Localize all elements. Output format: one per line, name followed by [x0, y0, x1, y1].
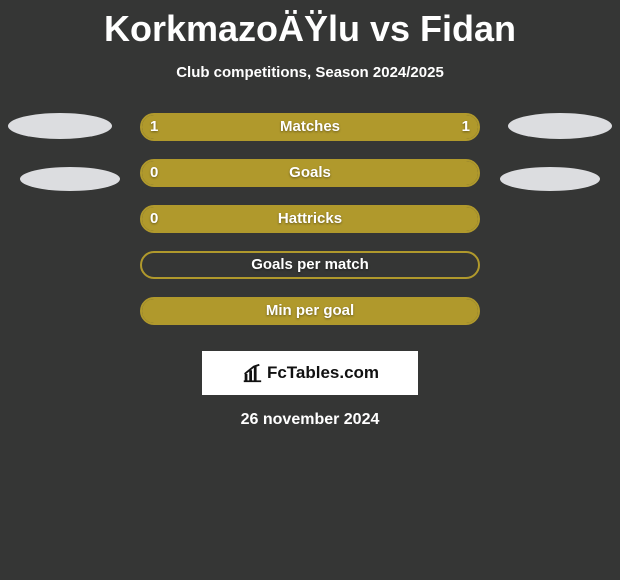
stat-row: Matches1 1 [0, 113, 620, 159]
stats-content: Matches11Goals0Hattricks0Goals per match… [0, 113, 620, 343]
stat-value-left: 0 [150, 159, 158, 187]
stat-value-left: 1 [150, 113, 158, 141]
page-title: KorkmazoÄŸlu vs Fidan [0, 0, 620, 50]
stat-label: Min per goal [140, 297, 480, 325]
logo-box: FcTables.com [202, 351, 418, 395]
bar-chart-icon [241, 362, 263, 384]
logo: FcTables.com [241, 362, 379, 384]
page-subtitle: Club competitions, Season 2024/2025 [0, 64, 620, 81]
stat-value-right: 1 [462, 113, 470, 141]
stat-label: Goals per match [140, 251, 480, 279]
stat-value-left: 0 [150, 205, 158, 233]
date-label: 26 november 2024 [0, 411, 620, 429]
stat-label: Matches [140, 113, 480, 141]
stat-row: Hattricks0 [0, 205, 620, 251]
stat-row: Min per goal [0, 297, 620, 343]
stat-row: Goals per match [0, 251, 620, 297]
stat-row: Goals0 [0, 159, 620, 205]
logo-text: FcTables.com [267, 363, 379, 383]
stat-label: Hattricks [140, 205, 480, 233]
stat-label: Goals [140, 159, 480, 187]
